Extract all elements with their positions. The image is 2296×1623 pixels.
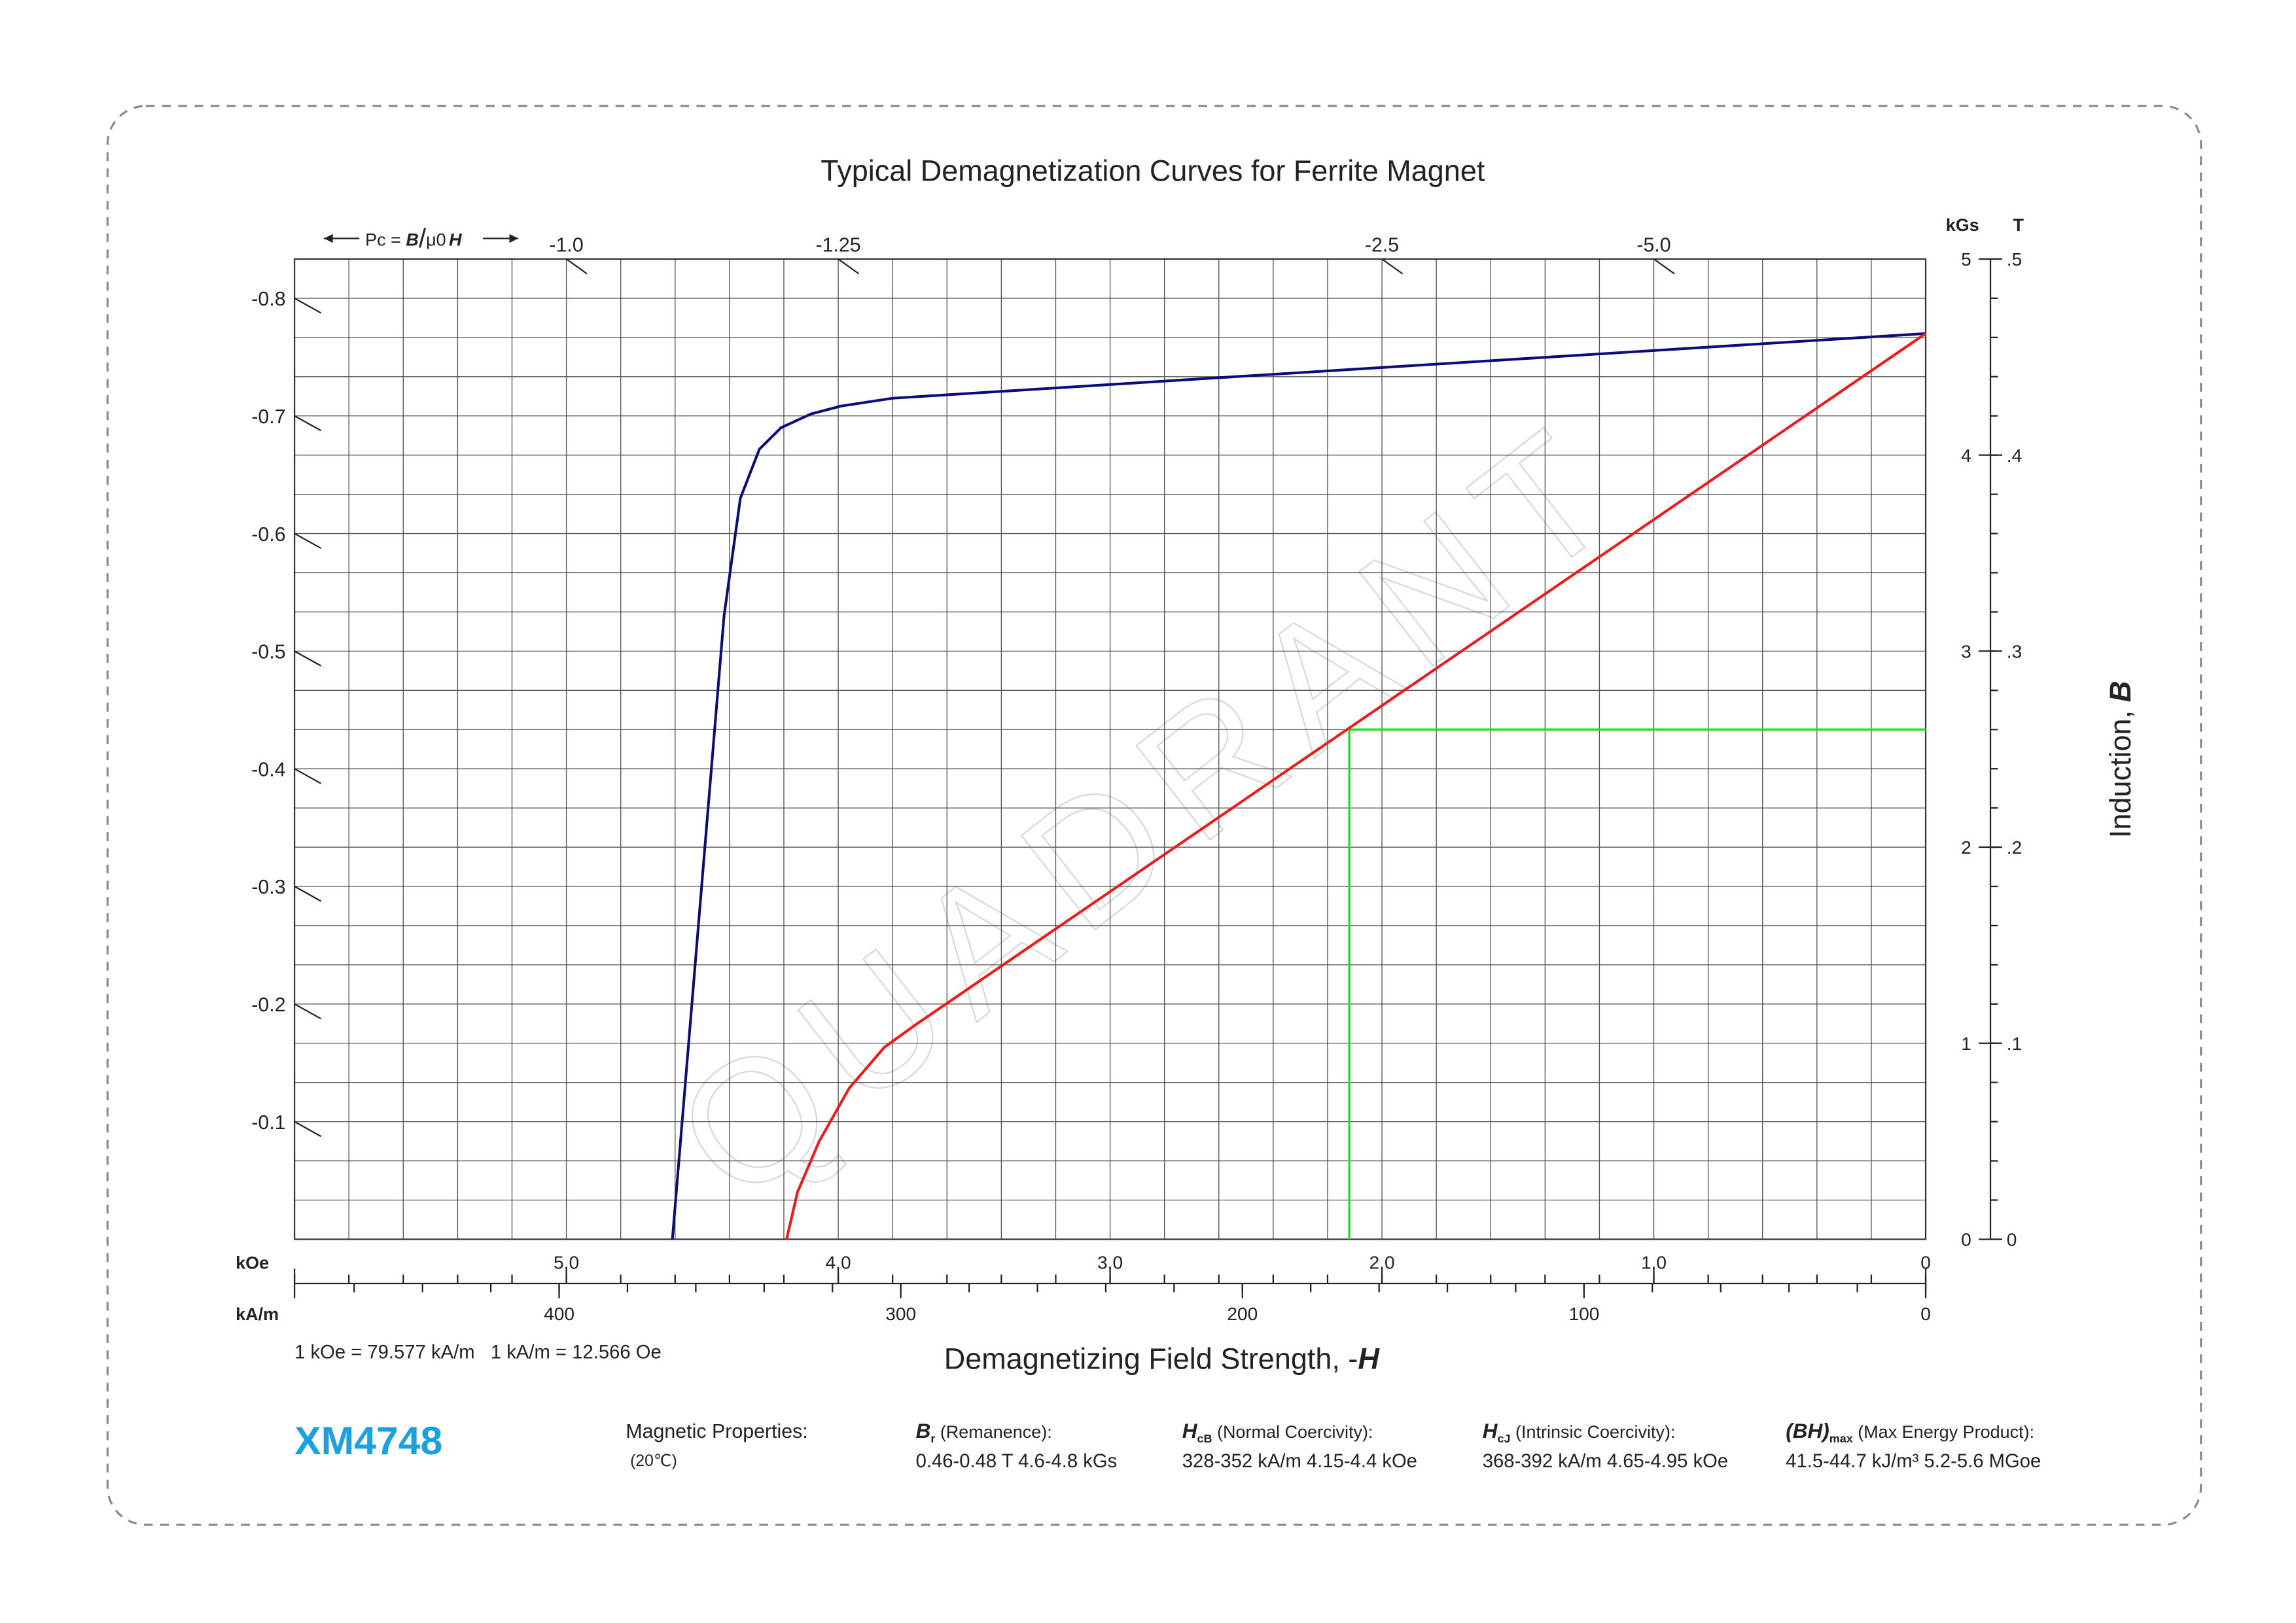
pc-tick-label: -0.3: [251, 877, 285, 898]
x2-tick-label: 300: [885, 1304, 916, 1324]
prop-symbol: B: [916, 1419, 931, 1442]
x-tick-label: 4.0: [826, 1252, 851, 1272]
x-label-var: H: [1358, 1342, 1380, 1375]
pc-tick-label: -0.8: [251, 288, 285, 310]
pc-tick: [294, 1003, 322, 1020]
y-tick-label: 3: [1961, 641, 1971, 661]
conversion-note: 1 kOe = 79.577 kA/m 1 kA/m = 12.566 Oe: [294, 1342, 662, 1363]
y2-tick-label: .4: [2007, 445, 2022, 466]
y2-tick-label: .3: [2007, 641, 2022, 661]
x2-tick-label: 100: [1568, 1304, 1599, 1324]
x-tick-label: 5.0: [554, 1252, 579, 1272]
x-unit: kOe: [236, 1253, 269, 1272]
prop-symbol: (BH): [1786, 1419, 1829, 1442]
plot-border: [293, 258, 1927, 1240]
pc-tick-label: -1.0: [549, 235, 583, 256]
pc-tick: [294, 650, 322, 667]
pc-tick: [565, 258, 588, 275]
pc-tick: [294, 886, 322, 902]
pc-tick-label: -5.0: [1636, 235, 1670, 256]
prop-name: HcJ (Intrinsic Coercivity):: [1483, 1419, 1676, 1445]
y2-tick-label: .1: [2007, 1034, 2022, 1054]
watermark-group: QUADRANT: [641, 383, 1660, 1238]
prop-value: 368-392 kA/m 4.65-4.95 kOe: [1483, 1451, 1728, 1472]
arrow-head: [509, 234, 519, 243]
prop-value: 0.46-0.48 T 4.6-4.8 kGs: [916, 1451, 1118, 1472]
prop-symbol: H: [1483, 1419, 1498, 1442]
y-label-text: Induction,: [2104, 702, 2137, 838]
props-group: Br (Remanence): 0.46-0.48 T 4.6-4.8 kGs Hc…: [916, 1419, 2041, 1472]
prop-name: (BH)max (Max Energy Product):: [1786, 1419, 2034, 1445]
pc-tick: [294, 1121, 322, 1138]
props-temp: (20℃): [630, 1452, 677, 1470]
watermark: QUADRANT: [642, 383, 1659, 1238]
prop-symbol: H: [1182, 1419, 1198, 1442]
frame: [106, 105, 2202, 1526]
x-axis-title: Demagnetizing Field Strength, -H: [944, 1342, 1381, 1375]
y-tick-label: 1: [1961, 1034, 1971, 1054]
pc-tick-label: -0.5: [251, 642, 285, 663]
pc-tick-label: -2.5: [1365, 235, 1399, 256]
pc-tick: [294, 768, 322, 784]
y2-tick-label: .2: [2007, 837, 2022, 858]
pc-tick: [1381, 258, 1404, 275]
pc-num: B: [406, 230, 419, 250]
pc-tick-label: -1.25: [815, 235, 860, 256]
pc-tick: [294, 297, 322, 314]
y2-unit: T: [2013, 215, 2024, 235]
grade: XM4748: [294, 1418, 442, 1463]
prop-name: Br (Remanence):: [916, 1419, 1052, 1445]
y-tick-label: 0: [1961, 1230, 1971, 1250]
prop-sub: max: [1829, 1432, 1853, 1445]
chart-title: Typical Demagnetization Curves for Ferri…: [821, 154, 1485, 188]
pc-slash: /: [419, 223, 427, 253]
prop-label: (Max Energy Product):: [1853, 1422, 2034, 1442]
curve: [671, 332, 1926, 1240]
x2-tick-label: 200: [1227, 1304, 1258, 1324]
prop-sub: cJ: [1498, 1432, 1511, 1445]
y-axis-title: Induction, B: [2104, 681, 2137, 838]
prop-value: 328-352 kA/m 4.15-4.4 kOe: [1182, 1451, 1417, 1472]
prop-value: 41.5-44.7 kJ/m³ 5.2-5.6 MGoe: [1786, 1451, 2041, 1472]
pc-tick: [294, 532, 322, 550]
pc-tick-label: -0.1: [251, 1112, 285, 1134]
prop-name: HcB (Normal Coercivity):: [1182, 1419, 1373, 1445]
curve: [785, 332, 1927, 1240]
pc-den: μ0: [426, 230, 446, 250]
y-tick-label: 2: [1961, 837, 1971, 858]
prop-sub: r: [930, 1432, 935, 1445]
pc-tick: [838, 258, 860, 275]
x-tick-label: 1.0: [1641, 1252, 1667, 1272]
pc-tick-label: -0.6: [251, 524, 285, 546]
pc-var: H: [449, 230, 462, 250]
x-tick-label: 2.0: [1369, 1252, 1395, 1272]
pc-tick-label: -0.7: [251, 406, 285, 428]
x2-tick-label: 400: [544, 1304, 574, 1324]
arrow-head: [324, 234, 333, 243]
y-tick-label: 5: [1961, 249, 1971, 270]
pc-tick-label: -0.4: [251, 759, 285, 780]
pc-tick: [294, 415, 322, 432]
prop-sub: cB: [1197, 1432, 1212, 1445]
prop-label: (Remanence):: [935, 1422, 1051, 1442]
prop-label: (Normal Coercivity):: [1212, 1422, 1373, 1442]
props-title: Magnetic Properties:: [626, 1421, 807, 1442]
pc-tick-label: -0.2: [251, 994, 285, 1016]
x-tick-label: 0: [1920, 1252, 1931, 1272]
prop-label: (Intrinsic Coercivity):: [1511, 1422, 1676, 1442]
pc-label: Pc = B/μ0 H: [365, 223, 462, 253]
y-tick-label: 4: [1961, 445, 1971, 466]
y2-tick-label: .5: [2007, 249, 2022, 270]
y2-tick-label: 0: [2007, 1230, 2017, 1250]
x2-unit: kA/m: [236, 1304, 279, 1324]
x2-tick-label: 0: [1920, 1304, 1931, 1324]
y-label-var: B: [2104, 681, 2137, 703]
pc-tick: [1653, 258, 1675, 275]
x-label-text: Demagnetizing Field Strength, -: [944, 1342, 1358, 1375]
y-unit: kGs: [1946, 215, 1979, 235]
pc-prefix: Pc =: [365, 230, 406, 250]
x-tick-label: 3.0: [1097, 1252, 1123, 1272]
